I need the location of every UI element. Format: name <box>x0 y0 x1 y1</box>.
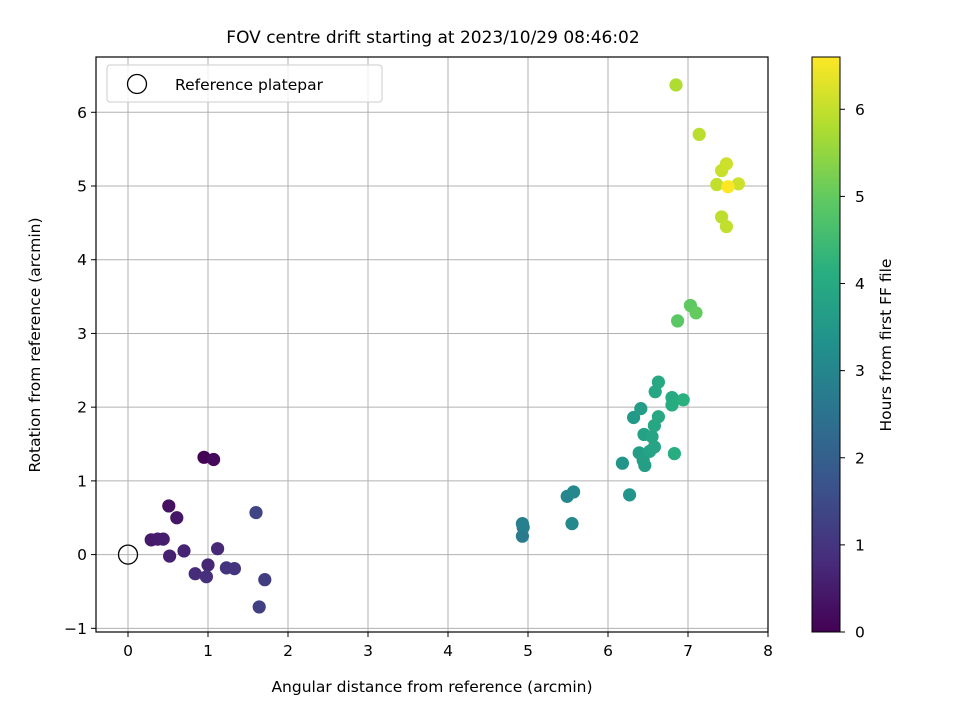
x-tick-label: 1 <box>203 642 213 660</box>
data-point <box>163 549 177 563</box>
colorbar-label: Hours from first FF file <box>877 259 895 432</box>
data-point <box>252 600 266 614</box>
data-point <box>156 532 170 546</box>
data-point <box>258 573 272 587</box>
data-point <box>689 306 703 320</box>
y-tick-label: 3 <box>77 325 87 343</box>
y-tick-label: 0 <box>77 546 87 564</box>
reference-platepar-marker <box>117 544 139 565</box>
y-axis-ticks: −1 0 1 2 3 4 5 6 <box>64 104 96 638</box>
plot-frame <box>95 56 769 633</box>
data-point <box>721 180 735 194</box>
legend-reference-marker <box>126 73 148 95</box>
x-axis-label: Angular distance from reference (arcmin) <box>271 678 592 696</box>
colorbar-tick-label: 1 <box>855 536 865 554</box>
data-point <box>667 447 682 461</box>
colorbar-gradient <box>811 56 841 633</box>
data-points <box>144 78 746 614</box>
data-point <box>170 511 184 525</box>
data-point <box>719 219 734 234</box>
legend-box <box>106 64 383 103</box>
data-point <box>676 393 690 407</box>
colorbar-tick-label: 0 <box>855 624 865 642</box>
x-tick-label: 4 <box>443 642 453 660</box>
x-axis-ticks: 0 1 2 3 4 5 6 7 8 <box>123 632 773 660</box>
data-point <box>567 485 581 499</box>
data-point <box>162 499 176 513</box>
colorbar-ticks: 0 1 2 3 4 5 6 <box>840 101 865 642</box>
data-point <box>565 517 579 531</box>
data-point <box>671 314 685 328</box>
data-point <box>227 562 241 576</box>
data-point <box>692 127 706 142</box>
x-tick-label: 7 <box>683 642 693 660</box>
y-tick-label: 4 <box>77 251 87 269</box>
data-point <box>645 430 659 444</box>
data-point <box>615 456 630 470</box>
data-point <box>634 402 648 416</box>
x-tick-label: 6 <box>603 642 613 660</box>
x-tick-label: 8 <box>763 642 773 660</box>
y-tick-label: 5 <box>77 178 87 196</box>
y-axis-label: Rotation from reference (arcmin) <box>26 217 44 472</box>
data-point <box>651 375 666 389</box>
data-point <box>665 398 679 412</box>
x-tick-label: 2 <box>283 642 293 660</box>
data-point <box>710 177 724 192</box>
data-point <box>719 157 734 171</box>
colorbar-tick-label: 6 <box>855 101 865 119</box>
colorbar-tick-label: 3 <box>855 362 865 380</box>
colorbar-tick-label: 5 <box>855 188 865 206</box>
x-tick-label: 3 <box>363 642 373 660</box>
data-point <box>515 529 530 543</box>
data-point <box>177 544 191 558</box>
data-point <box>651 410 666 424</box>
data-point <box>731 177 746 191</box>
colorbar-tick-label: 4 <box>855 275 865 293</box>
data-point <box>249 505 263 520</box>
data-point <box>669 78 683 92</box>
legend-label: Reference platepar <box>175 76 324 94</box>
legend: Reference platepar <box>106 64 383 103</box>
y-tick-label: −1 <box>64 620 87 638</box>
y-tick-label: 6 <box>77 104 87 122</box>
x-tick-label: 5 <box>523 642 533 660</box>
data-point <box>623 488 637 502</box>
x-tick-label: 0 <box>123 642 133 660</box>
y-tick-label: 2 <box>77 399 87 417</box>
colorbar: 0 1 2 3 4 5 6 Hours from first FF file <box>811 56 895 642</box>
data-point <box>207 452 221 467</box>
data-point <box>647 440 662 454</box>
data-point <box>199 570 213 584</box>
grid <box>96 57 769 632</box>
chart-title: FOV centre drift starting at 2023/10/29 … <box>226 28 639 48</box>
data-point <box>188 567 202 581</box>
data-point <box>211 542 225 556</box>
colorbar-tick-label: 2 <box>855 449 865 467</box>
data-point <box>201 558 215 572</box>
y-tick-label: 1 <box>77 472 87 490</box>
data-point <box>627 410 641 425</box>
data-point <box>638 458 652 472</box>
